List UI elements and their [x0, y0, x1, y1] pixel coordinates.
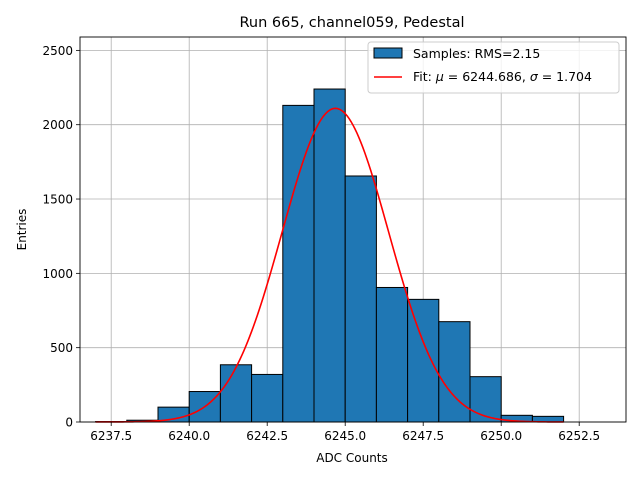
histogram-bar — [313, 88, 346, 423]
x-axis-label: ADC Counts — [316, 451, 388, 465]
histogram-bars — [95, 88, 565, 423]
x-tick-label: 6237.5 — [90, 429, 132, 443]
histogram-bar — [282, 104, 315, 423]
gaussian-fit-curve — [95, 107, 564, 423]
x-tick-label: 6247.5 — [402, 429, 444, 443]
histogram-bar — [344, 175, 377, 423]
histogram-bar — [407, 298, 440, 423]
y-tick-label: 1500 — [42, 193, 73, 207]
chart-title: Run 665, channel059, Pedestal — [239, 15, 464, 31]
histogram-bar — [251, 373, 284, 423]
x-tick-label: 6240.0 — [168, 429, 210, 443]
y-axis-ticks: 0 500 1000 1500 2000 2500 — [42, 44, 80, 430]
histogram-bar — [219, 364, 253, 423]
y-tick-label: 0 — [65, 416, 73, 430]
legend-histogram-swatch — [373, 47, 403, 59]
x-tick-label: 6242.5 — [246, 429, 288, 443]
y-tick-label: 500 — [50, 341, 73, 355]
histogram-bar — [375, 286, 409, 423]
x-tick-label: 6250.0 — [480, 429, 522, 443]
x-tick-label: 6252.5 — [558, 429, 600, 443]
y-tick-label: 1000 — [42, 267, 73, 281]
legend-histogram-label: Samples: RMS=2.15 — [413, 46, 540, 61]
y-tick-label: 2500 — [42, 44, 73, 58]
legend: Samples: RMS=2.15 Fit: μ = 6244.686, σ =… — [367, 41, 620, 94]
histogram-bar — [469, 376, 502, 423]
legend-box — [367, 41, 620, 94]
x-tick-label: 6245.0 — [324, 429, 366, 443]
y-tick-label: 2000 — [42, 118, 73, 132]
y-axis-label: Entries — [15, 209, 29, 251]
plot-frame — [79, 36, 627, 423]
legend-fit-label: Fit: μ = 6244.686, σ = 1.704 — [413, 69, 592, 84]
x-axis-ticks: 6237.5 6240.0 6242.5 6245.0 6247.5 6250.0 6252… — [90, 422, 600, 443]
